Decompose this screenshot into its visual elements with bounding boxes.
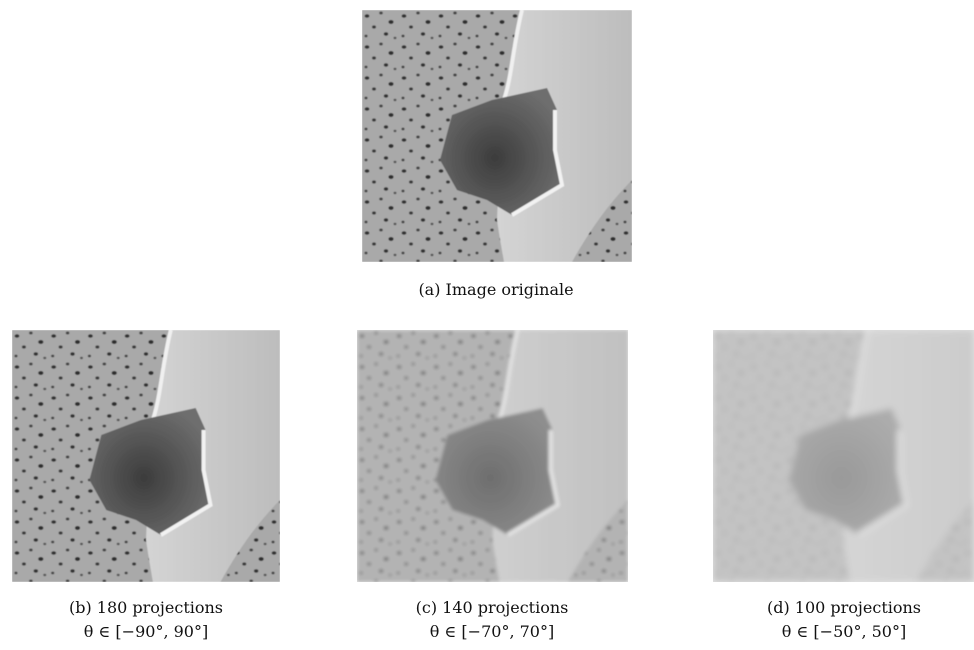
image-original: [362, 10, 632, 262]
caption: (d) 100 projections: [766, 598, 922, 617]
image-100: [713, 330, 974, 582]
caption: (a) Image originale: [418, 280, 574, 299]
subcaption: θ ∈ [−90°, 90°]: [83, 622, 209, 641]
image-180: [12, 330, 280, 582]
image-140: [357, 330, 628, 582]
subcaption: θ ∈ [−50°, 50°]: [781, 622, 907, 641]
caption: (c) 140 projections: [415, 598, 569, 617]
subcaption: θ ∈ [−70°, 70°]: [429, 622, 555, 641]
caption: (b) 180 projections: [68, 598, 224, 617]
